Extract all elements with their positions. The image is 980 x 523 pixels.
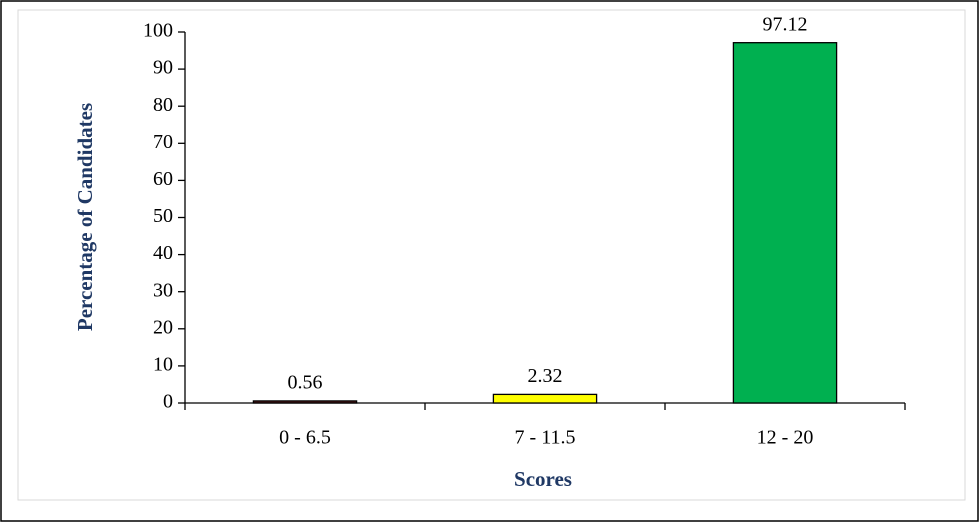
y-tick-label: 0: [163, 391, 173, 413]
y-tick-label: 10: [153, 353, 173, 375]
y-tick-label: 100: [143, 20, 173, 42]
value-label: 0.56: [288, 372, 323, 394]
y-axis-label: Percentage of Candidates: [73, 103, 97, 331]
x-tick-label: 7 - 11.5: [515, 427, 576, 449]
bar: [492, 393, 598, 404]
bar: [732, 42, 838, 404]
y-tick-label: 70: [153, 131, 173, 153]
x-axis-label: Scores: [514, 467, 572, 491]
y-tick-label: 90: [153, 57, 173, 79]
y-tick-label: 80: [153, 94, 173, 116]
value-label: 97.12: [763, 13, 808, 35]
y-tick-label: 50: [153, 205, 173, 227]
y-tick-label: 30: [153, 279, 173, 301]
value-label: 2.32: [528, 365, 563, 387]
chart-area: [17, 9, 966, 501]
y-tick-label: 20: [153, 316, 173, 338]
bar: [252, 400, 358, 404]
x-tick-label: 0 - 6.5: [279, 427, 331, 449]
y-tick-label: 60: [153, 168, 173, 190]
y-tick-label: 40: [153, 242, 173, 264]
x-tick-label: 12 - 20: [757, 427, 814, 449]
